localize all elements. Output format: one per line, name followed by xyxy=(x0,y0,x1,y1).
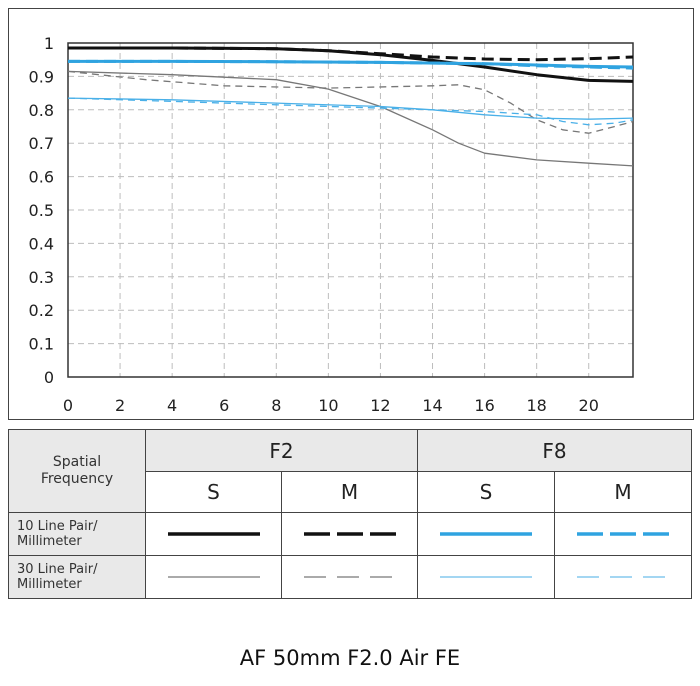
x-tick-label: 12 xyxy=(370,396,390,415)
series-line-f2-m-10-line-pair-millimeter xyxy=(68,46,634,62)
x-tick-label: 16 xyxy=(474,396,494,415)
x-tick-label: 20 xyxy=(579,396,599,415)
y-tick-label: 0.7 xyxy=(29,134,54,153)
mtf-chart-svg: 00.10.20.30.40.50.60.70.80.910 2 4 6 8 10 12 14… xyxy=(29,34,634,415)
legend-swatch-cell xyxy=(417,512,556,556)
legend-corner-label: Spatial Frequency xyxy=(8,429,146,513)
x-tick-label: 14 xyxy=(422,396,442,415)
legend-swatch-cell xyxy=(280,555,419,599)
series-line-f2-s-10-line-pair-millimeter xyxy=(68,46,634,83)
legend-row-10lp: 10 Line Pair/ Millimeter xyxy=(8,512,146,556)
legend-swatch-cell xyxy=(554,555,693,599)
legend-direction-m: M xyxy=(280,471,419,513)
y-tick-label: 0.3 xyxy=(29,268,54,287)
y-tick-label: 0.8 xyxy=(29,101,54,120)
legend-swatch-f2-s-10lp xyxy=(167,532,260,536)
lens-model-title: AF 50mm F2.0 Air FE xyxy=(239,646,461,670)
y-tick-label: 0 xyxy=(44,368,54,387)
legend-swatch-cell xyxy=(145,555,282,599)
series-line-f8-m-10-line-pair-millimeter xyxy=(68,59,634,70)
x-tick-label: 8 xyxy=(271,396,281,415)
y-tick-label: 0.4 xyxy=(29,234,54,253)
x-tick-label: 10 xyxy=(318,396,338,415)
legend-swatch-f8-m-10lp xyxy=(577,532,670,536)
legend-swatch-f2-m-10lp xyxy=(303,532,396,536)
legend-swatch-f2-m-30lp xyxy=(303,576,396,578)
legend-direction-s: S xyxy=(417,471,556,513)
y-tick-label: 0.9 xyxy=(29,67,54,86)
plot-area-border xyxy=(67,42,634,378)
legend-swatch-f8-s-10lp xyxy=(440,532,533,536)
legend-swatch-cell xyxy=(145,512,282,556)
y-tick-label: 0.1 xyxy=(29,335,54,354)
spatial-frequency-label: Spatial Frequency xyxy=(40,454,114,487)
legend-swatch-cell xyxy=(417,555,556,599)
y-tick-label: 0.5 xyxy=(29,201,54,220)
y-tick-label: 1 xyxy=(44,34,54,53)
series-line-f2-s-30-line-pair-millimeter xyxy=(67,70,634,167)
legend-table: Spatial Frequency F2 F8 S M S M 10 Line … xyxy=(8,429,693,599)
x-tick-label: 2 xyxy=(115,396,125,415)
x-tick-label: 18 xyxy=(526,396,546,415)
x-tick-label: 6 xyxy=(219,396,229,415)
x-tick-label: 0 xyxy=(63,396,73,415)
y-tick-label: 0.2 xyxy=(29,301,54,320)
legend-aperture-f2: F2 xyxy=(144,429,419,472)
series-line-f8-s-10-line-pair-millimeter xyxy=(68,59,634,69)
series-line-f8-m-30-line-pair-millimeter xyxy=(67,97,634,126)
legend-swatch-f8-s-30lp xyxy=(440,576,533,578)
legend-row-30lp: 30 Line Pair/ Millimeter xyxy=(8,555,146,599)
x-tick-label: 4 xyxy=(167,396,177,415)
legend-direction-m: M xyxy=(554,471,693,513)
legend-swatch-cell xyxy=(554,512,693,556)
legend-direction-s: S xyxy=(145,471,282,513)
legend-swatch-cell xyxy=(280,512,419,556)
mtf-chart: 0 0.1 0.2 0.3 0.4 0.5 0.6 0.7 0.8 0.9 1 0 2 4 6 8 10 12 14… xyxy=(8,8,694,420)
legend-aperture-f8: F8 xyxy=(417,429,693,472)
legend-swatch-f2-s-30lp xyxy=(167,576,260,578)
y-tick-label: 0.6 xyxy=(29,168,54,187)
series-line-f2-m-30-line-pair-millimeter xyxy=(67,70,634,134)
legend-swatch-f8-m-30lp xyxy=(577,576,670,578)
